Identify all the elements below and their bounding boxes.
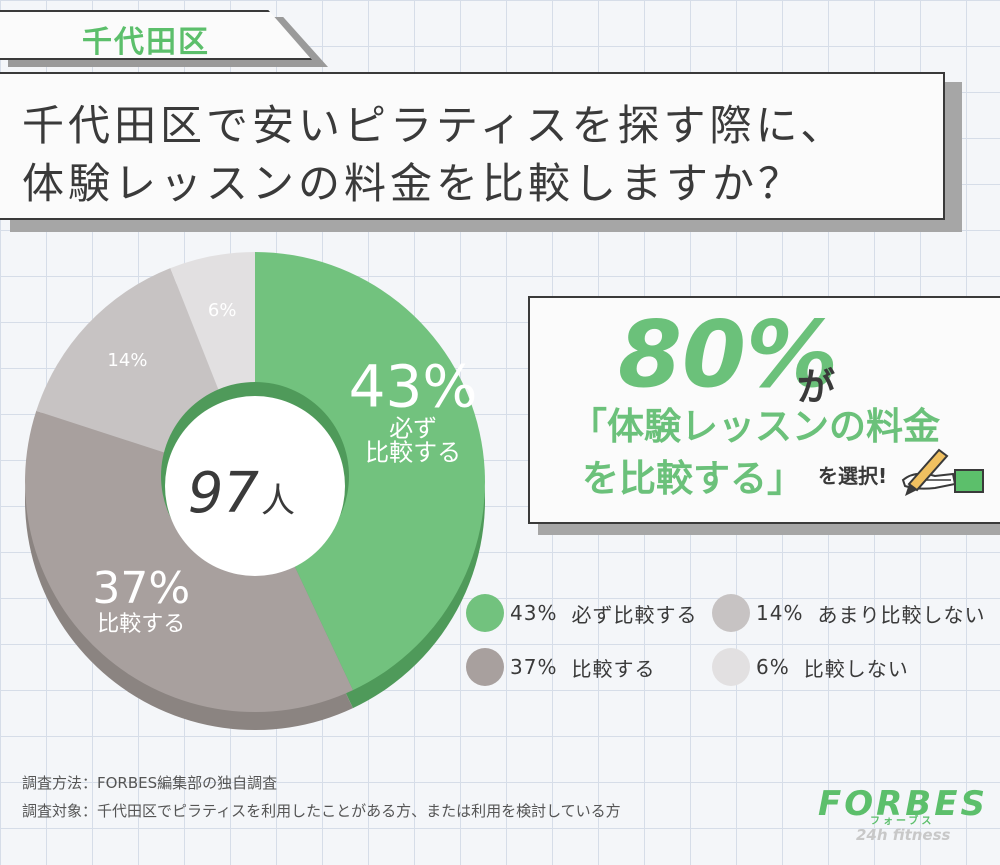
- legend-swatch: [712, 594, 750, 632]
- donut-slice: [255, 252, 485, 691]
- hand-pencil-icon: [901, 448, 984, 496]
- survey-method-note: 調査方法：FORBES編集部の独自調査: [22, 774, 278, 792]
- legend-label: 比較しない: [803, 656, 909, 681]
- legend-label: 必ず比較する: [571, 602, 698, 627]
- legend-item: 14% あまり比較しない: [712, 594, 985, 632]
- legend-item: 37% 比較する: [466, 648, 655, 686]
- slice-pct-label: 37%: [92, 563, 190, 614]
- center-unit: 人: [261, 481, 295, 521]
- legend-swatch: [466, 594, 504, 632]
- callout-select-text: を選択!: [818, 464, 888, 488]
- legend-label: 比較する: [571, 656, 656, 681]
- callout-particle: が: [797, 365, 836, 409]
- center-count: 97: [188, 461, 260, 526]
- legend-label: あまり比較しない: [817, 602, 986, 627]
- title-line-2: 体験レッスンの料金を比較しますか？: [22, 159, 805, 208]
- area-tag-label: 千代田区: [82, 25, 210, 60]
- callout-line-2: 「体験レッスンの料金: [570, 405, 940, 448]
- legend-pct: 6%: [756, 655, 790, 679]
- legend-item: 6% 比較しない: [712, 648, 909, 686]
- donut-hole: [165, 396, 345, 576]
- callout-percentage: 80%: [618, 301, 839, 408]
- slice-pct-label: 43%: [349, 353, 478, 421]
- title-box: [0, 72, 945, 220]
- legend-swatch: [466, 648, 504, 686]
- legend-item: 43% 必ず比較する: [466, 594, 697, 632]
- title-line-1: 千代田区で安いピラティスを探す際に、: [22, 101, 847, 150]
- legend-swatch: [712, 648, 750, 686]
- slice-pct-label: 6%: [208, 300, 237, 321]
- forbes-logo: FORBES: [818, 784, 988, 824]
- forbes-logo-sub: 24h fitness: [856, 826, 951, 844]
- slice-category-label: 比較する: [365, 439, 461, 467]
- slice-category-label: 比較する: [97, 612, 185, 637]
- legend-pct: 14%: [756, 601, 804, 625]
- legend-pct: 43%: [510, 601, 558, 625]
- forbes-logo-kana: フォーブス: [870, 816, 935, 827]
- slice-pct-label: 14%: [107, 350, 147, 371]
- donut-slice: [25, 410, 353, 712]
- survey-target-note: 調査対象：千代田区でピラティスを利用したことがある方、または利用を検討している方: [22, 802, 621, 820]
- legend-pct: 37%: [510, 655, 558, 679]
- callout-line-3: を比較する」: [582, 457, 804, 500]
- area-tag: [0, 10, 312, 60]
- slice-category-label: 必ず: [389, 415, 437, 443]
